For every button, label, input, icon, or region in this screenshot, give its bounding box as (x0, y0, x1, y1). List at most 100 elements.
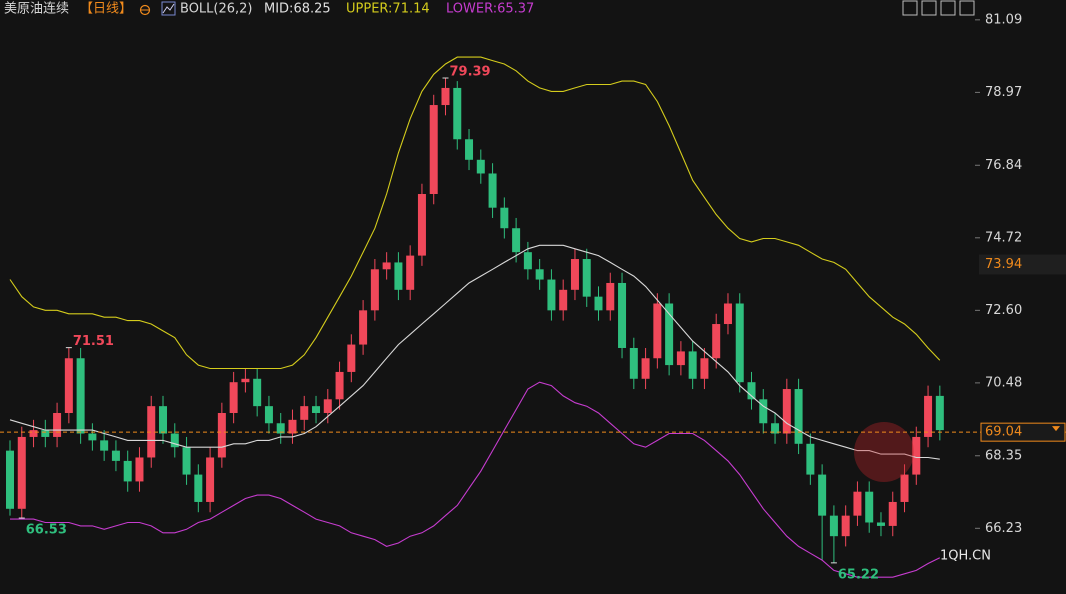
indicator-icon-line (162, 3, 175, 14)
boll-line (9, 244, 940, 460)
candle-body (406, 255, 415, 290)
candle-body (523, 252, 532, 270)
y-tick-label: 76.84 (985, 158, 1022, 173)
candle-body (111, 450, 120, 461)
candle-body (123, 460, 132, 482)
candle-body (853, 491, 862, 516)
candle-body (865, 491, 874, 523)
candle-body (359, 310, 368, 345)
candle-body (429, 105, 438, 195)
candle-body (641, 358, 650, 379)
candle-body (665, 303, 674, 366)
period[interactable]: 【日线】 (80, 2, 132, 17)
candle-body (688, 351, 697, 379)
candle-body (453, 87, 462, 140)
candle-body (594, 296, 603, 311)
last-price-box (980, 422, 1066, 442)
tool-bars[interactable] (921, 0, 937, 16)
candle-body (182, 447, 191, 475)
candle-body (723, 303, 732, 325)
indicator-name: BOLL(26,2) (180, 2, 253, 17)
candle-body (370, 269, 379, 311)
candle-body (829, 515, 838, 537)
settings-icon[interactable] (139, 4, 151, 16)
boll-line (9, 56, 941, 370)
candle-body (170, 433, 179, 448)
candle-body (88, 433, 97, 441)
candle-body (771, 423, 780, 434)
candle-body (217, 412, 226, 458)
last-price-arrow (1052, 426, 1060, 432)
candle-body (29, 430, 38, 437)
candle-body (535, 269, 544, 280)
candle-body (76, 358, 85, 434)
y-tick-label: 81.09 (985, 12, 1022, 27)
candle-body (53, 412, 62, 437)
candle-body (500, 207, 509, 229)
watermark: 1QH.CN (940, 549, 991, 564)
candle-body (229, 382, 238, 413)
candle-body (876, 522, 885, 526)
candle-body (312, 406, 321, 413)
candle-body (264, 406, 273, 424)
candle-body (547, 279, 556, 311)
candle-body (676, 351, 685, 366)
candle-body (194, 474, 203, 502)
tool-play[interactable] (940, 0, 956, 16)
candle-body (935, 395, 944, 431)
candle-body (6, 450, 14, 509)
indicator-icon[interactable] (161, 1, 176, 16)
candle-body (347, 344, 356, 372)
candle-body (276, 423, 285, 434)
instrument-title: 美原油连续 (4, 1, 69, 17)
high-label: 71.51 (73, 334, 114, 349)
marker-price-box (979, 254, 1066, 275)
candle-body (700, 358, 709, 379)
candle-body (335, 371, 344, 400)
indicator-upper: UPPER:71.14 (346, 2, 430, 17)
candle-body (794, 389, 803, 444)
candle-body (135, 457, 144, 482)
y-tick-label: 68.35 (985, 448, 1022, 463)
candle-body (782, 389, 791, 434)
candle-body (382, 262, 391, 270)
candle-body (747, 382, 756, 400)
candle-body (806, 443, 815, 475)
candle-body (582, 259, 591, 297)
plot-area (6, 19, 980, 578)
candle-body (100, 440, 109, 451)
y-tick-label: 72.60 (985, 303, 1022, 318)
toolbar (902, 0, 975, 16)
candle-body (735, 303, 744, 383)
candle-body (606, 282, 615, 311)
candle-body (912, 436, 921, 475)
candle-body (253, 378, 262, 407)
candle-body (394, 262, 403, 290)
tool-fit[interactable] (959, 0, 975, 16)
y-tick-label: 78.97 (985, 85, 1022, 100)
y-tick-label: 66.23 (985, 521, 1022, 536)
candle-body (17, 436, 26, 509)
marker-price-label: 73.94 (985, 257, 1022, 272)
candle-body (441, 87, 450, 106)
candle-body (559, 289, 568, 311)
candle-body (288, 419, 297, 434)
candle-body (147, 406, 156, 458)
tool-crosshair[interactable] (902, 0, 918, 16)
low-label: 65.22 (838, 567, 879, 582)
candle-body (465, 139, 474, 160)
candle-body (300, 406, 309, 420)
candle-body (323, 399, 332, 413)
indicator-lower: LOWER:65.37 (446, 2, 534, 17)
candle-body (41, 430, 50, 437)
candle-body (888, 501, 897, 526)
last-price-label: 69.04 (985, 425, 1022, 440)
y-tick-label: 74.72 (985, 230, 1022, 245)
indicator-icon-box (161, 1, 176, 16)
boll-line (10, 381, 941, 578)
candle-body (570, 259, 579, 290)
candle-body (618, 282, 627, 348)
candle-body (159, 406, 168, 434)
